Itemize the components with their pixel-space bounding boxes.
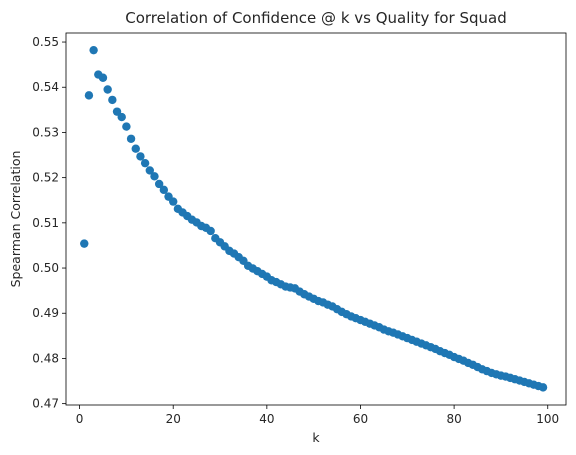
x-tick-label: 60 (353, 412, 368, 426)
y-tick-label: 0.54 (32, 80, 59, 94)
x-tick-label: 0 (76, 412, 84, 426)
x-axis-label: k (312, 430, 320, 445)
y-axis-ticks: 0.47 0.48 0.49 0.50 0.51 0.52 0.53 0.54 0.55 (32, 35, 66, 411)
data-point (136, 152, 145, 161)
y-tick-label: 0.53 (32, 125, 59, 139)
data-point (126, 134, 136, 143)
plot-area (80, 45, 548, 392)
data-point (108, 95, 117, 105)
y-tick-label: 0.55 (32, 35, 59, 49)
data-point (169, 197, 178, 206)
x-tick-label: 80 (446, 412, 461, 426)
y-tick-label: 0.51 (32, 216, 59, 230)
data-point (122, 122, 131, 131)
chart-title: Correlation of Confidence @ k vs Quality… (125, 9, 507, 27)
data-point (84, 91, 94, 100)
y-tick-label: 0.52 (32, 171, 59, 185)
data-point (117, 112, 126, 122)
y-tick-label: 0.48 (32, 351, 59, 365)
data-point (103, 85, 112, 94)
data-point (538, 383, 548, 392)
data-point (150, 172, 159, 181)
data-point (112, 107, 122, 116)
data-point (89, 45, 98, 55)
y-tick-label: 0.49 (32, 306, 59, 320)
x-tick-label: 20 (166, 412, 181, 426)
y-axis-label: Spearman Correlation (8, 151, 23, 288)
y-tick-label: 0.47 (32, 397, 59, 411)
data-point (154, 179, 164, 189)
x-axis-ticks: 0 20 40 60 80 100 (76, 405, 559, 426)
x-tick-label: 40 (259, 412, 274, 426)
data-point (206, 226, 215, 236)
y-tick-label: 0.50 (32, 261, 59, 275)
data-point (98, 73, 108, 82)
x-tick-label: 100 (536, 412, 559, 426)
data-point (159, 185, 169, 195)
data-point (145, 166, 155, 175)
data-point (80, 239, 89, 248)
plot-frame (65, 32, 567, 406)
data-point (140, 158, 150, 168)
data-point (131, 144, 140, 153)
